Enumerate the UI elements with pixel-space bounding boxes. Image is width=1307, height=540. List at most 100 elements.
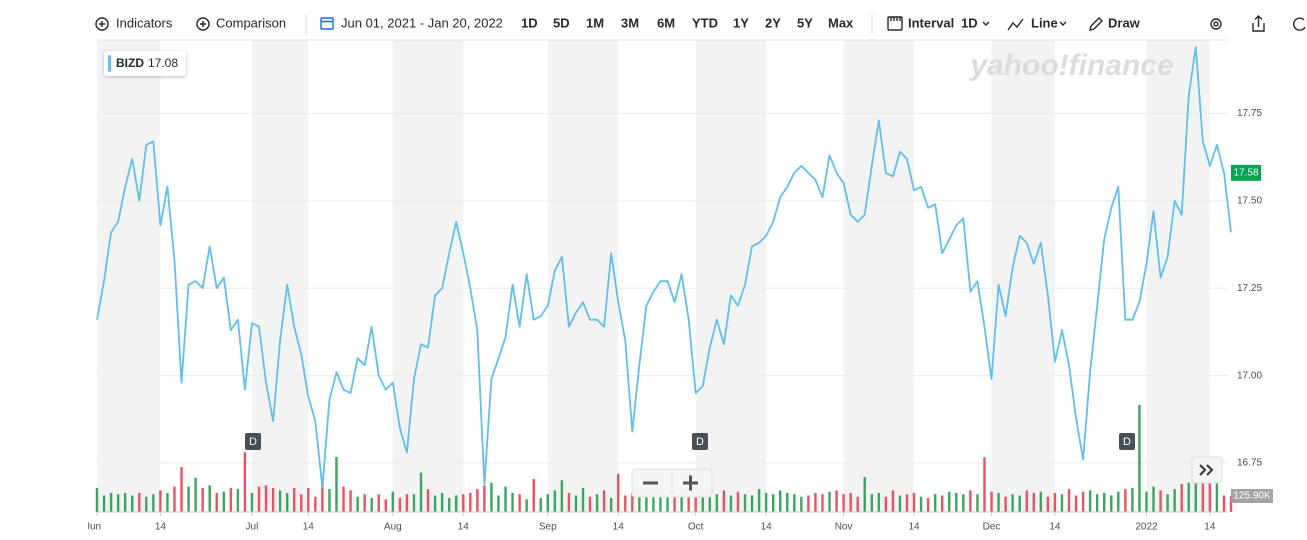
draw-icon [1089, 17, 1103, 31]
y-tick-label: 17.00 [1237, 370, 1262, 381]
volume-bar [236, 489, 240, 512]
y-tick-label: 17.25 [1237, 283, 1262, 294]
volume-bar [123, 492, 127, 512]
volume-bar [821, 494, 824, 512]
share-button[interactable] [1252, 15, 1265, 32]
zoom-controls[interactable] [631, 468, 713, 498]
zoom-in[interactable] [683, 475, 698, 491]
volume-bar [602, 490, 606, 512]
volume-bar [539, 498, 542, 512]
volume-bar [595, 494, 599, 512]
volume-bar [321, 480, 324, 512]
month-band [97, 40, 161, 512]
price-tag-label: 17.58 [1233, 167, 1258, 178]
x-tick-label: 14 [1049, 522, 1061, 533]
volume-bar [159, 490, 162, 512]
month-band [991, 40, 1055, 512]
date-range-button[interactable]: Jun 01, 2021 - Jan 20, 2022 [341, 15, 503, 30]
range-button[interactable]: Max [828, 15, 854, 30]
hover-box [104, 51, 186, 76]
volume-bar [511, 492, 514, 512]
scroll-right[interactable] [1191, 456, 1223, 484]
volume-bar [145, 496, 148, 512]
volume-bar [433, 495, 437, 512]
volume-bar [1173, 489, 1176, 512]
volume-bar [229, 487, 233, 512]
volume-bar [1222, 495, 1226, 512]
volume-bar [497, 495, 500, 512]
range-button[interactable]: 1Y [733, 15, 749, 30]
range-button[interactable]: 1M [586, 15, 604, 30]
settings-button[interactable] [1210, 18, 1222, 30]
range-button[interactable]: 1D [521, 15, 538, 30]
volume-bar [680, 487, 683, 512]
line-icon [1007, 18, 1024, 31]
range-button[interactable]: 5Y [797, 15, 813, 30]
scroll-box[interactable] [1191, 456, 1223, 484]
volume-bar [729, 495, 733, 512]
volume-bar [631, 492, 634, 512]
comparison-button[interactable]: Comparison [216, 15, 286, 30]
volume-bar [1145, 491, 1148, 512]
hover-value: 17.08 [148, 56, 178, 70]
volume-bar [835, 490, 838, 512]
volume-bar [476, 489, 479, 512]
interval-icon [887, 16, 903, 31]
x-tick-label: Sep [539, 522, 557, 533]
range-button[interactable]: 2Y [765, 15, 781, 30]
volume-bar [300, 494, 303, 512]
volume-bar [208, 485, 211, 512]
volume-bar [786, 492, 789, 512]
volume-bar [553, 490, 557, 512]
volume-bar [419, 472, 423, 512]
volume-bar [884, 496, 888, 512]
volume-bar [609, 498, 613, 512]
indicators-button[interactable]: Indicators [116, 15, 173, 30]
volume-bar [293, 487, 296, 512]
volume-bar [173, 486, 176, 512]
range-button[interactable]: 3M [621, 15, 639, 30]
volume-bar [201, 487, 204, 512]
volume-bar [370, 498, 373, 512]
range-button[interactable]: 6M [657, 15, 675, 30]
volume-bar [764, 492, 768, 512]
volume-bar [377, 494, 380, 512]
volume-bar [116, 494, 120, 512]
range-buttons: 1D 5D 1M 3M 6M YTD 1Y 2Y 5Y Max [521, 15, 854, 30]
range-button[interactable]: YTD [692, 15, 718, 30]
y-tick-label: 17.50 [1237, 195, 1262, 206]
volume-bar [1159, 490, 1162, 512]
volume-bar [814, 492, 817, 512]
interval-value[interactable]: 1D [961, 15, 978, 30]
volume-bar [152, 494, 155, 512]
x-tick-label: Oct [688, 522, 704, 533]
volume-bar [567, 492, 571, 512]
draw-button[interactable]: Draw [1108, 15, 1141, 30]
month-band [695, 40, 767, 512]
y-tick-label: 17.75 [1237, 108, 1262, 119]
chart-style-button[interactable]: Line [1031, 15, 1058, 30]
interval-label[interactable]: Interval [908, 15, 954, 30]
x-tick-label: 14 [613, 522, 625, 533]
volume-bar [870, 494, 873, 512]
volume-bar [560, 480, 564, 512]
volume-bar [335, 456, 338, 512]
volume-bar [328, 489, 331, 512]
x-tick-label: 14 [1204, 522, 1216, 533]
volume-bar [771, 494, 775, 512]
volume-bar [933, 494, 937, 512]
volume-bar [588, 496, 592, 512]
volume-bar [109, 492, 113, 512]
chevron [1059, 21, 1067, 26]
range-button[interactable]: 5D [553, 15, 570, 30]
x-tick-label: Nov [835, 522, 853, 533]
refresh-button[interactable] [1293, 17, 1306, 31]
volume-bar [426, 489, 430, 512]
volume [95, 405, 1233, 512]
volume-bar [912, 492, 916, 512]
volume-bar [645, 494, 648, 512]
volume-bar [1194, 466, 1197, 512]
volume-tag-label: 125.90K [1233, 491, 1271, 502]
volume-bar [462, 494, 465, 512]
month-band [392, 40, 464, 512]
